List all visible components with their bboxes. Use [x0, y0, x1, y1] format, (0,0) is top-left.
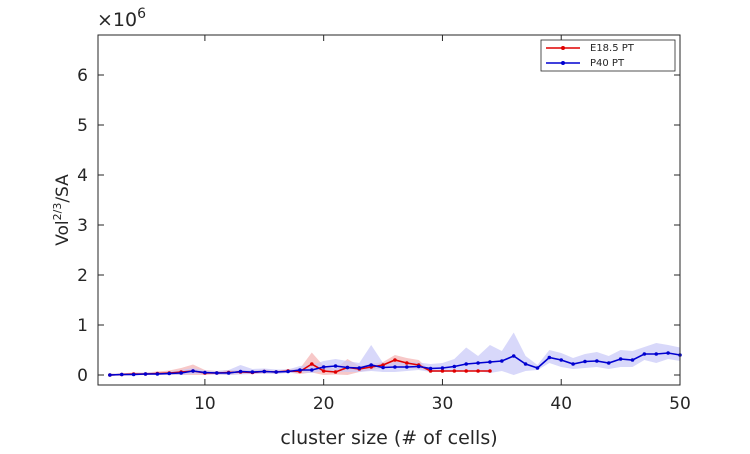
point-series-1 [191, 369, 195, 373]
point-series-1 [583, 359, 587, 364]
point-series-1 [440, 366, 445, 370]
point-series-0 [440, 369, 445, 373]
point-series-1 [618, 357, 623, 361]
point-series-1 [333, 364, 338, 368]
point-series-1 [262, 369, 267, 374]
band-series-1 [109, 332, 680, 376]
point-series-1 [179, 371, 183, 375]
point-series-1 [369, 363, 373, 367]
point-series-1 [393, 365, 397, 369]
point-series-1 [321, 365, 326, 369]
point-series-1 [523, 362, 528, 366]
point-series-1 [571, 362, 575, 366]
legend-label-p40: P40 PT [590, 58, 625, 69]
point-series-1 [345, 365, 350, 370]
point-series-1 [298, 368, 302, 372]
y-axis-label-base: Vol [53, 220, 73, 245]
point-series-1 [167, 371, 172, 376]
y-tick-label: 5 [77, 116, 88, 136]
point-series-1 [416, 364, 421, 369]
point-series-1 [488, 360, 492, 364]
point-series-1 [405, 365, 409, 369]
series-lines [108, 351, 682, 377]
point-series-1 [559, 358, 564, 362]
point-series-1 [108, 373, 112, 377]
point-series-1 [286, 369, 290, 374]
legend-marker-e185 [561, 46, 565, 50]
point-series-1 [464, 362, 469, 366]
y-exponent-power: 6 [137, 6, 146, 22]
point-series-1 [595, 359, 599, 363]
x-tick-label: 10 [194, 394, 216, 414]
point-series-1 [476, 361, 480, 365]
y-tick-label: 4 [77, 166, 88, 186]
point-series-1 [238, 369, 243, 374]
point-series-0 [321, 369, 326, 373]
point-series-1 [381, 365, 385, 370]
point-series-0 [476, 369, 480, 373]
y-tick-label: 1 [77, 316, 88, 336]
point-series-1 [511, 354, 516, 358]
x-tick-label: 50 [669, 394, 691, 414]
point-series-1 [155, 372, 160, 376]
point-series-1 [452, 364, 457, 369]
point-series-0 [333, 370, 338, 374]
y-tick-label: 3 [77, 216, 88, 236]
legend-marker-p40 [561, 61, 565, 65]
y-axis-label-sup: 2/3 [51, 203, 64, 221]
point-series-1 [547, 355, 552, 360]
y-exponent-label: ×106 [97, 6, 146, 31]
y-tick-label: 2 [77, 266, 88, 286]
point-series-1 [500, 359, 504, 363]
point-series-1 [654, 352, 659, 356]
point-series-1 [131, 372, 136, 377]
legend-label-e185: E18.5 PT [590, 43, 635, 54]
point-series-1 [119, 372, 124, 377]
y-tick-label: 0 [77, 366, 88, 386]
point-series-0 [464, 369, 469, 373]
point-series-1 [606, 361, 611, 365]
point-series-1 [309, 368, 314, 372]
point-series-1 [274, 370, 278, 374]
x-tick-label: 40 [550, 394, 572, 414]
point-series-1 [226, 371, 231, 375]
point-series-1 [203, 370, 207, 375]
point-series-1 [535, 366, 540, 370]
x-axis-label: cluster size (# of cells) [280, 427, 497, 449]
x-tick-label: 20 [313, 394, 335, 414]
svg-text:×106: ×106 [97, 6, 146, 31]
point-series-1 [642, 352, 647, 356]
point-series-0 [381, 363, 385, 367]
point-series-1 [630, 358, 635, 362]
point-series-1 [428, 366, 433, 371]
y-exponent-base: ×10 [97, 9, 137, 31]
y-axis-label-tail: /SA [53, 174, 73, 203]
point-series-0 [488, 369, 492, 373]
axis-ticks: 10 20 30 40 50 0 1 2 3 4 5 6 [77, 35, 691, 414]
point-series-1 [214, 371, 219, 375]
point-series-0 [309, 362, 314, 366]
point-series-0 [452, 369, 457, 373]
point-series-0 [393, 358, 397, 362]
point-series-0 [428, 369, 433, 373]
point-series-1 [666, 351, 670, 355]
y-tick-label: 6 [77, 66, 88, 86]
point-series-0 [405, 361, 409, 365]
point-series-1 [250, 370, 255, 374]
y-axis-label: Vol2/3/SA [51, 174, 73, 246]
x-tick-label: 30 [432, 394, 454, 414]
legend: E18.5 PT P40 PT [540, 39, 676, 72]
plot-area-frame [97, 34, 681, 386]
point-series-1 [143, 372, 148, 376]
point-series-1 [357, 366, 362, 370]
legend-box [540, 39, 676, 72]
